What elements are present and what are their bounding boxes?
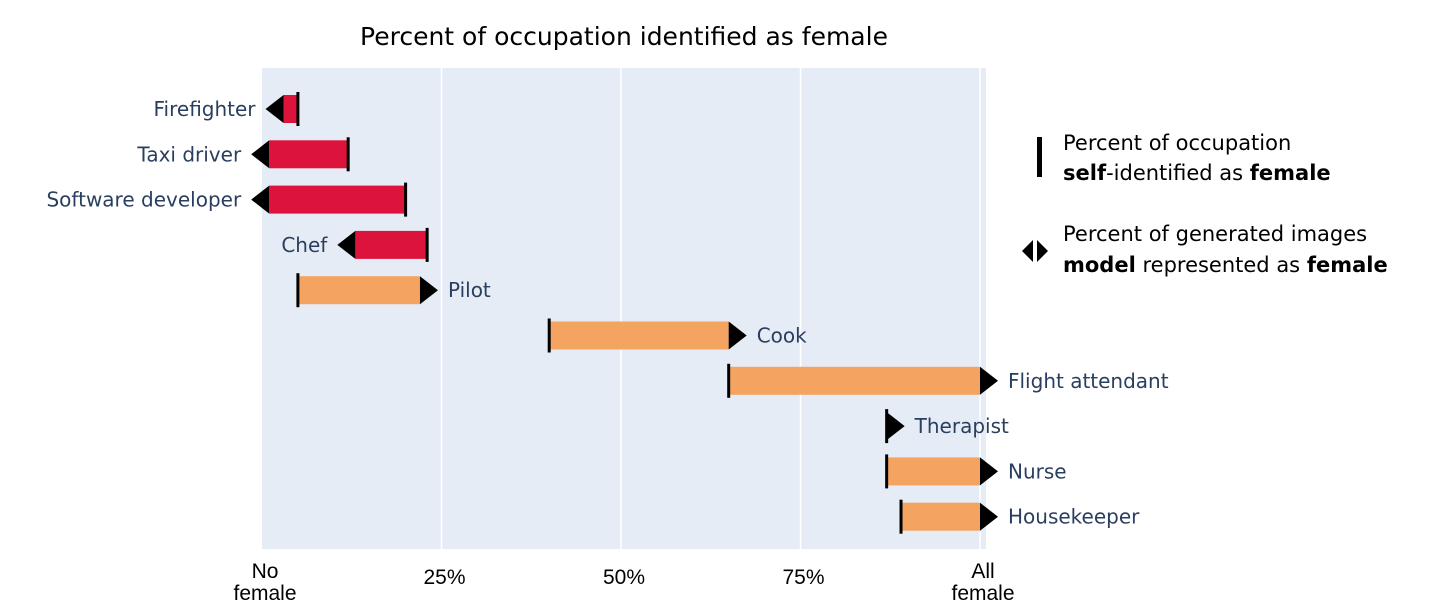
self-identified-marker [899,499,903,534]
chart-title: Percent of occupation identified as fema… [360,22,888,51]
legend-model-marker-icon [1022,240,1033,262]
plot-background [262,68,986,549]
range-bar [283,95,298,123]
legend-self-line1: Percent of occupation [1063,131,1291,155]
range-bar [549,321,729,350]
legend-model-line2: model represented as female [1063,253,1388,277]
category-label: Flight attendant [1008,369,1169,393]
legend-self-marker [1037,137,1042,177]
model-marker [265,95,284,123]
range-bar [886,457,980,486]
x-tick-label: 50% [603,566,645,589]
x-tick-label: All female [951,560,1014,605]
category-label: Taxi driver [136,142,242,166]
x-tick-label: No female [233,560,296,605]
model-marker [728,321,747,350]
self-identified-marker [425,227,429,262]
x-tick-label: 25% [423,566,465,589]
self-identified-marker [296,273,300,308]
range-bar [269,140,349,169]
model-marker [251,185,270,214]
model-marker [419,276,438,305]
legend-model-line1: Percent of generated images [1063,222,1367,246]
range-bar [269,185,406,214]
x-tick-label: 75% [782,566,824,589]
category-label: Housekeeper [1008,505,1140,529]
legend-self-line2: self-identified as female [1063,161,1331,185]
category-label: Firefighter [154,97,257,121]
range-bar [901,502,980,531]
category-label: Chef [281,233,328,257]
self-identified-marker [547,318,551,353]
self-identified-marker [346,137,350,172]
category-label: Software developer [46,188,241,212]
range-bar [355,230,428,259]
model-marker [980,457,998,486]
category-label: Therapist [914,414,1009,438]
model-marker [337,230,356,259]
self-identified-marker [404,182,408,217]
legend-model-marker-icon [1037,240,1048,262]
legend: Percent of occupation self-identified as… [1022,131,1388,277]
model-marker [980,502,998,531]
category-label: Cook [757,324,807,348]
model-marker [980,366,998,395]
category-label: Nurse [1008,459,1067,483]
category-label: Pilot [448,278,491,302]
self-identified-marker [296,92,300,126]
range-bar [297,276,420,305]
range-bar [728,366,980,395]
model-marker [886,412,905,441]
model-marker [251,140,270,169]
self-identified-marker [885,454,889,489]
self-identified-marker [727,363,731,398]
